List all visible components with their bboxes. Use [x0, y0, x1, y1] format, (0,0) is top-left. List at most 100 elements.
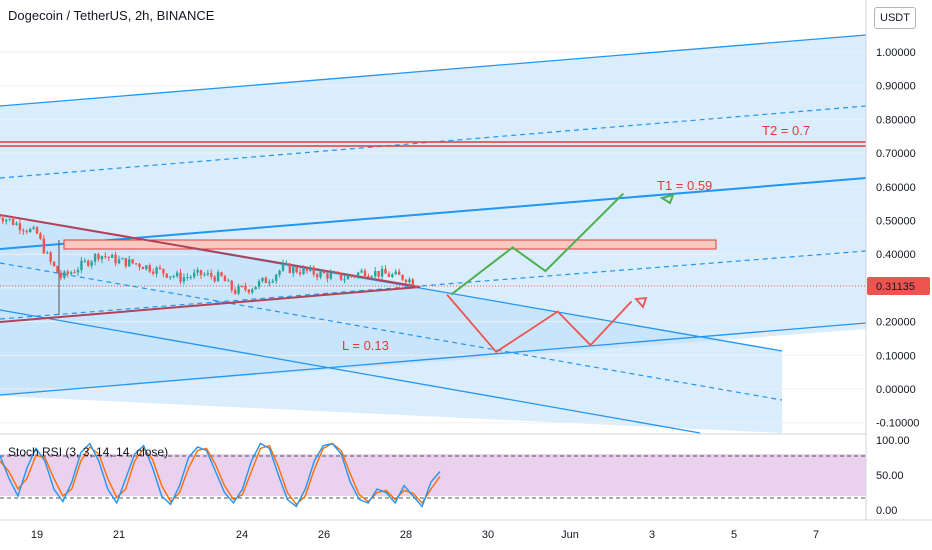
candle-body	[309, 267, 312, 271]
candle-body	[107, 256, 110, 258]
candle-body	[49, 252, 52, 262]
candle-body	[367, 276, 370, 278]
price-axis-bg[interactable]	[866, 0, 932, 520]
candle-body	[186, 277, 189, 279]
candle-body	[148, 265, 151, 272]
time-tick-label: 19	[31, 529, 43, 541]
candle-body	[145, 265, 148, 270]
candle-body	[196, 270, 199, 273]
candle-body	[8, 218, 11, 220]
candle-body	[387, 273, 391, 277]
price-ticks: 1.00000 0.90000 0.80000 0.70000 0.60000 0.500…	[876, 47, 919, 430]
resistance-zone	[63, 239, 717, 250]
candle-body	[15, 223, 18, 225]
candle-body	[165, 273, 169, 278]
price-tick-label: 0.50000	[876, 216, 916, 228]
candle-body	[223, 276, 227, 282]
candle-body	[305, 268, 309, 271]
candle-body	[76, 270, 80, 273]
candle-body	[206, 273, 210, 275]
candle-body	[240, 286, 244, 288]
last-price-tag	[867, 277, 930, 295]
candle-body	[404, 279, 408, 283]
candle-body	[278, 270, 281, 275]
candle-body	[90, 261, 93, 266]
candle-body	[268, 282, 271, 284]
candle-body	[298, 272, 302, 274]
candle-body	[97, 254, 100, 260]
candle-body	[360, 270, 363, 273]
candle-body	[66, 271, 69, 275]
candle-body	[189, 276, 192, 278]
price-tick-label: -0.10000	[876, 418, 919, 430]
candle-body	[59, 272, 63, 278]
candle-body	[220, 272, 223, 277]
candle-body	[121, 258, 124, 260]
candle-body	[210, 273, 213, 277]
candle-body	[162, 268, 165, 274]
candle-body	[285, 263, 288, 265]
candle-body	[52, 261, 56, 266]
currency-button[interactable]: USDT	[874, 7, 916, 29]
candle-body	[216, 272, 220, 282]
candle-body	[114, 254, 117, 264]
candle-body	[370, 276, 374, 278]
candle-body	[22, 230, 25, 232]
candle-body	[199, 270, 203, 276]
price-tick-label: 0.60000	[876, 182, 916, 194]
candle-body	[128, 259, 131, 267]
candle-body	[377, 271, 380, 277]
bearish-arrowhead	[634, 296, 648, 309]
candle-body	[257, 281, 261, 287]
candle-body	[237, 286, 240, 294]
candle-body	[233, 290, 237, 294]
candle-body	[93, 254, 97, 262]
stoch-tick-label: 50.00	[876, 470, 904, 482]
candle-body	[244, 286, 247, 290]
candle-body	[230, 280, 233, 291]
candle-body	[397, 271, 401, 275]
candle-body	[158, 267, 162, 269]
candle-body	[169, 276, 172, 278]
candle-body	[100, 255, 104, 260]
candle-body	[87, 260, 90, 266]
candle-body	[124, 258, 128, 267]
time-tick-label: 26	[318, 529, 330, 541]
stoch-d-line	[0, 442, 441, 506]
candle-body	[73, 272, 76, 274]
price-tick-label: 0.40000	[876, 249, 916, 261]
candles	[0, 213, 418, 296]
channel-top-line	[0, 34, 867, 107]
triangle-bottom-line	[0, 286, 421, 323]
candle-body	[155, 267, 158, 274]
candle-body	[80, 260, 83, 271]
stoch-ticks: 100.00 50.00 0.00	[876, 435, 910, 517]
time-tick-label: Jun	[561, 529, 579, 541]
candle-body	[336, 272, 339, 274]
candle-body	[117, 259, 121, 264]
time-tick-label: 21	[113, 529, 125, 541]
candle-body	[353, 275, 356, 277]
price-tick-label: 0.20000	[876, 317, 916, 329]
candle-body	[213, 276, 216, 282]
candle-body	[295, 267, 298, 273]
candle-body	[1, 218, 5, 222]
candle-body	[151, 271, 155, 274]
symbol-title: Dogecoin / TetherUS, 2h, BINANCE	[8, 8, 215, 23]
triangle-top-line	[0, 214, 421, 288]
candle-body	[247, 289, 251, 293]
time-tick-label: 28	[400, 529, 412, 541]
candle-body	[0, 213, 1, 219]
candle-body	[356, 272, 360, 277]
time-ticks[interactable]: 19 21 24 26 28 30 Jun 3 5 7	[31, 529, 819, 541]
candle-body	[281, 263, 285, 271]
channel-lower-mid-dashed-line	[0, 250, 867, 320]
candle-body	[251, 289, 254, 293]
candle-body	[104, 255, 107, 257]
stoch-k-line	[0, 442, 441, 508]
candle-body	[32, 227, 35, 229]
candle-body	[329, 272, 333, 279]
candle-body	[69, 272, 73, 275]
